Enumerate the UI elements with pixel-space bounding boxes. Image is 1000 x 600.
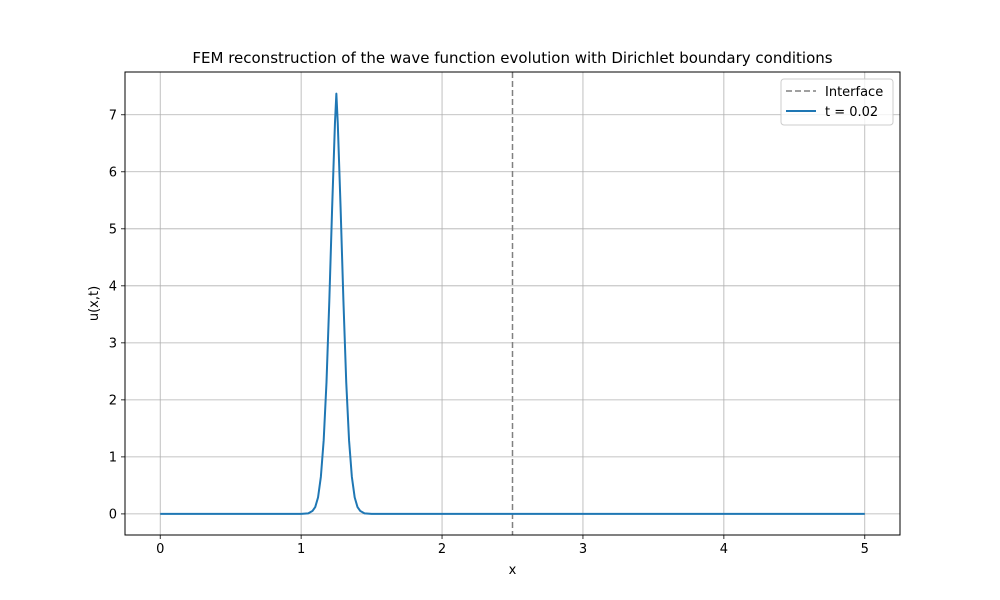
x-tick-label: 2: [438, 542, 446, 557]
x-tick-label: 0: [156, 542, 164, 557]
chart-title: FEM reconstruction of the wave function …: [192, 49, 832, 67]
x-tick-label: 3: [579, 542, 587, 557]
x-tick-label: 4: [720, 542, 728, 557]
y-tick-label: 0: [109, 507, 117, 522]
legend-label-series: t = 0.02: [825, 105, 878, 120]
plot-area-frame: [124, 71, 901, 536]
y-tick-label: 3: [109, 336, 117, 351]
legend-label-interface: Interface: [825, 85, 883, 100]
series-line: [160, 92, 865, 515]
y-tick-label: 5: [109, 222, 117, 237]
y-tick-label: 2: [109, 393, 117, 408]
x-tick-label: 5: [861, 542, 869, 557]
y-tick-label: 4: [109, 279, 117, 294]
y-axis-label: u(x,t): [87, 286, 102, 321]
x-tick-label: 1: [297, 542, 305, 557]
x-axis-label: x: [509, 563, 517, 578]
y-tick-label: 7: [109, 108, 117, 123]
y-tick-label: 1: [109, 450, 117, 465]
grid: [125, 72, 900, 535]
axis-ticks: 0 1 2 3 4 5 0 1 2 3 4 5 6 7: [109, 108, 869, 557]
series-group: [160, 92, 865, 515]
legend: Interface t = 0.02: [780, 78, 894, 126]
y-tick-label: 6: [109, 165, 117, 180]
